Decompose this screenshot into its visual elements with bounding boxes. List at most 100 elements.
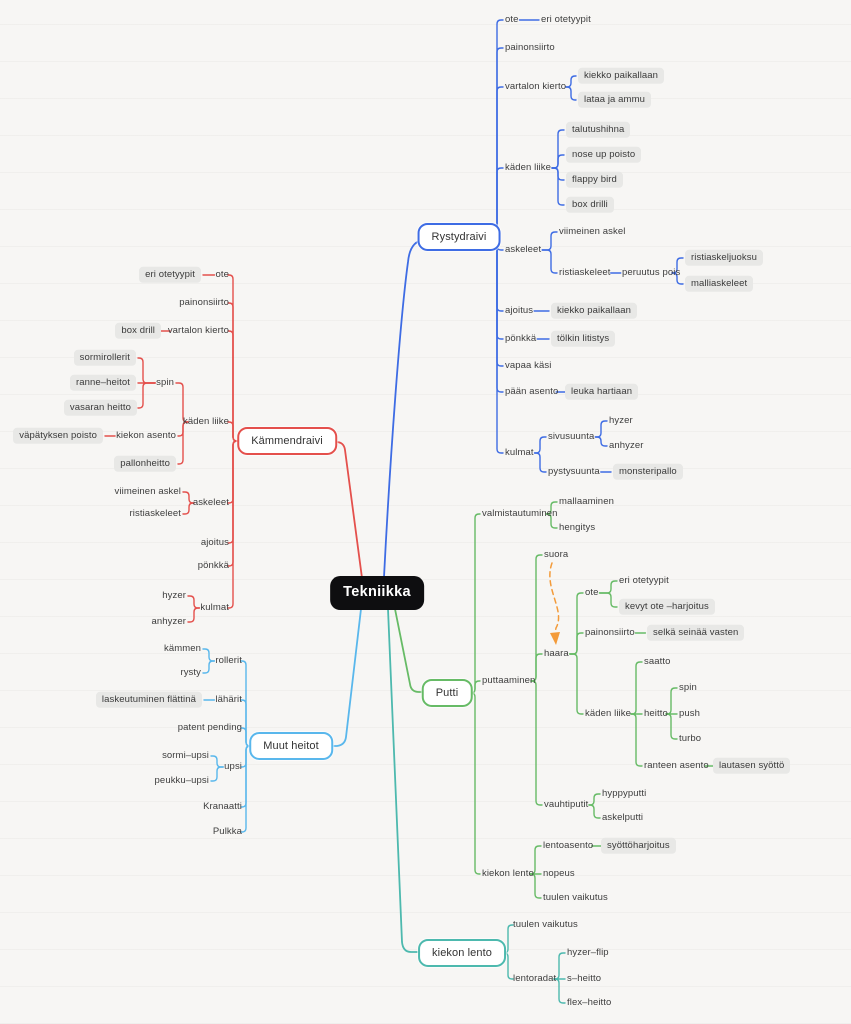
- mindmap-node-b1[interactable]: Rystydraivi: [417, 222, 501, 252]
- mindmap-node-b2_eri[interactable]: eri otetyypit: [139, 266, 201, 284]
- mindmap-node-b4_aske[interactable]: askelputti: [602, 811, 644, 823]
- mindmap-node-b4_push[interactable]: push: [679, 707, 701, 719]
- mindmap-node-b4_heng[interactable]: hengitys: [559, 521, 596, 533]
- mindmap-node-b2_pain[interactable]: painonsiirto: [179, 296, 229, 308]
- mindmap-node-b1_lataa[interactable]: lataa ja ammu: [578, 91, 651, 109]
- mindmap-node-b1_paan[interactable]: pään asento: [505, 385, 559, 397]
- mindmap-node-b2_ponk[interactable]: pönkkä: [197, 559, 229, 571]
- mindmap-node-b4_putt[interactable]: puttaaminen: [482, 674, 536, 686]
- mindmap-node-b3_ryst[interactable]: rysty: [180, 666, 201, 678]
- mindmap-node-b4[interactable]: Putti: [421, 678, 473, 708]
- mindmap-node-b5_tuul[interactable]: tuulen vaikutus: [513, 918, 578, 930]
- mindmap-node-b4_laut[interactable]: lautasen syöttö: [713, 757, 791, 775]
- mindmap-node-tekniikka[interactable]: Tekniikka: [330, 576, 424, 610]
- mindmap-node-b2_spin[interactable]: spin: [156, 376, 174, 388]
- mindmap-node-b3_laha[interactable]: lähärit: [215, 693, 242, 705]
- mindmap-node-b1_rist[interactable]: ristiaskeleet: [559, 266, 611, 278]
- mindmap-node-b2_anhy[interactable]: anhyzer: [151, 615, 186, 627]
- mindmap-node-b2_kulm[interactable]: kulmat: [200, 601, 229, 613]
- mindmap-node-b2_boxd[interactable]: box drill: [115, 322, 161, 340]
- mindmap-node-b1_aske[interactable]: askeleet: [505, 243, 542, 255]
- mindmap-node-b2_rann[interactable]: ranne–heitot: [69, 374, 136, 392]
- mindmap-node-b4_spin[interactable]: spin: [679, 681, 697, 693]
- mindmap-node-b1_sivu[interactable]: sivusuunta: [548, 430, 595, 442]
- mindmap-node-b1_pyst[interactable]: pystysuunta: [548, 465, 600, 477]
- mindmap-node-b5_lrad[interactable]: lentoradat: [513, 972, 557, 984]
- mindmap-node-b4_suor[interactable]: suora: [544, 548, 569, 560]
- mindmap-node-b2_kade[interactable]: käden liike: [183, 415, 229, 427]
- mindmap-node-b1_flap[interactable]: flappy bird: [566, 171, 623, 189]
- mindmap-node-b3_lask[interactable]: laskeutuminen flättinä: [95, 691, 202, 709]
- mindmap-node-b1_viim[interactable]: viimeinen askel: [559, 225, 626, 237]
- mindmap-node-b4_mall[interactable]: mallaaminen: [559, 495, 614, 507]
- mindmap-node-b4_valm[interactable]: valmistautuminen: [482, 507, 558, 519]
- mindmap-node-b1_nose[interactable]: nose up poisto: [566, 146, 642, 164]
- mindmap-node-b4_kevy[interactable]: kevyt ote –harjoitus: [619, 598, 715, 616]
- mindmap-node-b2_pall[interactable]: pallonheitto: [114, 455, 176, 473]
- mindmap-node-b4_rant[interactable]: ranteen asento: [644, 759, 709, 771]
- mindmap-node-b1_kiek1[interactable]: kiekko paikallaan: [578, 67, 665, 85]
- mindmap-node-b1_hyze[interactable]: hyzer: [609, 414, 633, 426]
- mindmap-node-b3_peuk[interactable]: peukku–upsi: [154, 774, 209, 786]
- mindmap-node-b1_kiek2[interactable]: kiekko paikallaan: [551, 302, 638, 320]
- mindmap-node-b4_ote[interactable]: ote: [585, 586, 599, 598]
- mindmap-node-b1_kulm[interactable]: kulmat: [505, 446, 534, 458]
- mindmap-node-b3_pate[interactable]: patent pending: [177, 721, 242, 733]
- mindmap-node-b5[interactable]: kiekon lento: [418, 938, 506, 968]
- mindmap-node-b4_eri[interactable]: eri otetyypit: [619, 574, 669, 586]
- mindmap-node-b3[interactable]: Muut heitot: [249, 731, 333, 761]
- mindmap-node-b2_sorm[interactable]: sormirollerit: [73, 349, 136, 367]
- mindmap-node-b1_anhy[interactable]: anhyzer: [609, 439, 644, 451]
- mindmap-node-b4_saat[interactable]: saatto: [644, 655, 671, 667]
- mindmap-node-b3_pulk[interactable]: Pulkka: [212, 825, 242, 837]
- mindmap-node-b3_kran[interactable]: Kranaatti: [203, 800, 242, 812]
- mindmap-node-b1_ponk[interactable]: pönkkä: [505, 332, 537, 344]
- mindmap-node-b4_lent[interactable]: lentoasento: [543, 839, 594, 851]
- mindmap-node-b4_turb[interactable]: turbo: [679, 732, 702, 744]
- mindmap-node-b4_klen[interactable]: kiekon lento: [482, 867, 534, 879]
- mindmap-node-b4_vauh[interactable]: vauhtiputit: [544, 798, 589, 810]
- mindmap-node-b2_ajoi[interactable]: ajoitus: [200, 536, 229, 548]
- mindmap-node-b3_roll[interactable]: rollerit: [215, 654, 242, 666]
- mindmap-node-b2_kiekas[interactable]: kiekon asento: [116, 429, 176, 441]
- mindmap-node-b1_tolk[interactable]: tölkin litistys: [551, 330, 616, 348]
- mindmap-node-b4_tuul[interactable]: tuulen vaikutus: [543, 891, 608, 903]
- mindmap-node-b1_ajoi[interactable]: ajoitus: [505, 304, 534, 316]
- mindmap-node-b1_talu[interactable]: talutushihna: [566, 121, 631, 139]
- mindmap-node-b2[interactable]: Kämmendraivi: [237, 426, 337, 456]
- mindmap-node-b2_hyze[interactable]: hyzer: [162, 589, 186, 601]
- mindmap-node-b1_mons[interactable]: monsteripallo: [613, 463, 683, 481]
- mindmap-node-b1_mall[interactable]: malliaskeleet: [685, 275, 754, 293]
- mindmap-node-b2_vart[interactable]: vartalon kierto: [167, 324, 229, 336]
- mindmap-node-b4_pain[interactable]: painonsiirto: [585, 626, 635, 638]
- mindmap-node-b2_vasa[interactable]: vasaran heitto: [63, 399, 137, 417]
- mindmap-node-b4_syot[interactable]: syöttöharjoitus: [601, 837, 676, 855]
- mindmap-node-b1_boxd[interactable]: box drilli: [566, 196, 614, 214]
- mindmap-node-b4_nope[interactable]: nopeus: [543, 867, 575, 879]
- mindmap-node-b2_aske[interactable]: askeleet: [192, 496, 229, 508]
- mindmap-node-b1_rjuo[interactable]: ristiaskeljuoksu: [685, 249, 764, 267]
- mindmap-node-b1_kade[interactable]: käden liike: [505, 161, 551, 173]
- mindmap-node-b1_eri[interactable]: eri otetyypit: [541, 13, 591, 25]
- mindmap-node-b1_leuk[interactable]: leuka hartiaan: [565, 383, 639, 401]
- mindmap-node-b2_rist[interactable]: ristiaskeleet: [129, 507, 181, 519]
- mindmap-node-b2_ote[interactable]: ote: [215, 268, 229, 280]
- mindmap-node-b4_kade[interactable]: käden liike: [585, 707, 631, 719]
- mindmap-node-b5_hyfl[interactable]: hyzer–flip: [567, 946, 609, 958]
- mindmap-node-b2_vapa[interactable]: väpätyksen poisto: [13, 427, 103, 445]
- mindmap-node-b3_sorm[interactable]: sormi–upsi: [162, 749, 209, 761]
- mindmap-node-b4_haar[interactable]: haara: [544, 647, 569, 659]
- mindmap-node-b5_flex[interactable]: flex–heitto: [567, 996, 612, 1008]
- mindmap-node-b4_selk[interactable]: selkä seinää vasten: [647, 624, 745, 642]
- mindmap-node-b1_peru[interactable]: peruutus pois: [622, 266, 681, 278]
- mindmap-node-b2_viim[interactable]: viimeinen askel: [114, 485, 181, 497]
- mindmap-node-b1_vart[interactable]: vartalon kierto: [505, 80, 567, 92]
- mindmap-node-b4_hypp[interactable]: hyppyputti: [602, 787, 647, 799]
- mindmap-node-b3_kamm[interactable]: kämmen: [163, 642, 201, 654]
- mindmap-node-b3_upsi[interactable]: upsi: [224, 760, 242, 772]
- mindmap-node-b1_ote[interactable]: ote: [505, 13, 519, 25]
- mindmap-node-b5_shei[interactable]: s–heitto: [567, 972, 602, 984]
- mindmap-node-b1_pain[interactable]: painonsiirto: [505, 41, 555, 53]
- mindmap-node-b4_heit[interactable]: heitto: [644, 707, 668, 719]
- mindmap-node-b1_vapa[interactable]: vapaa käsi: [505, 359, 552, 371]
